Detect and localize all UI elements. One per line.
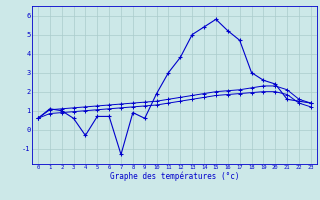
X-axis label: Graphe des températures (°c): Graphe des températures (°c) <box>110 172 239 181</box>
